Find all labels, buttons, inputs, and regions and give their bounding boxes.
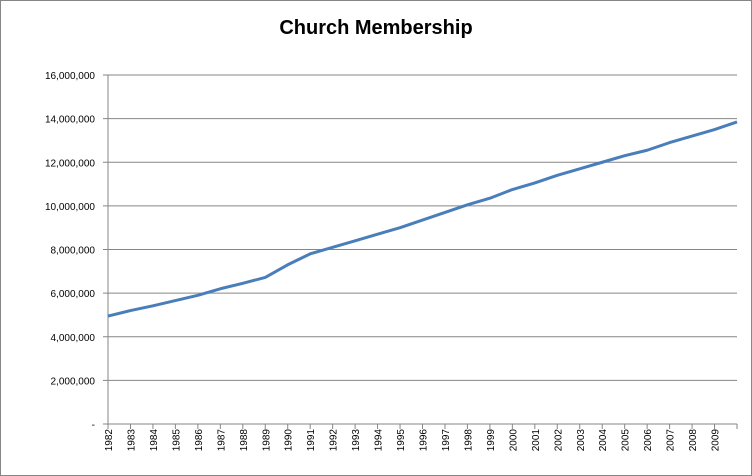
x-tick-label: 2005 bbox=[621, 429, 632, 452]
x-tick-label: 1989 bbox=[261, 429, 272, 452]
y-tick-label: - bbox=[92, 420, 95, 431]
x-tick-label: 2001 bbox=[531, 429, 542, 452]
y-tick-label: 10,000,000 bbox=[45, 202, 95, 213]
x-tick-label: 2004 bbox=[598, 429, 609, 452]
x-tick-label: 1986 bbox=[194, 429, 205, 452]
x-tick-label: 1992 bbox=[329, 429, 340, 452]
y-tick-label: 4,000,000 bbox=[51, 333, 96, 344]
x-tick-label: 1993 bbox=[351, 429, 362, 452]
x-tick-label: 1985 bbox=[171, 429, 182, 452]
chart-title: Church Membership bbox=[279, 17, 472, 39]
y-tick-label: 12,000,000 bbox=[45, 158, 95, 169]
x-tick-label: 2009 bbox=[711, 429, 722, 452]
x-tick-label: 2000 bbox=[508, 429, 519, 452]
x-tick-label: 1988 bbox=[239, 429, 250, 452]
x-tick-label: 2007 bbox=[666, 429, 677, 452]
y-tick-label: 14,000,000 bbox=[45, 115, 95, 126]
x-tick-label: 1999 bbox=[486, 429, 497, 452]
x-tick-label: 1984 bbox=[149, 429, 160, 452]
x-tick-label: 1996 bbox=[419, 429, 430, 452]
x-tick-label: 1987 bbox=[216, 429, 227, 452]
x-tick-label: 2003 bbox=[576, 429, 587, 452]
x-tick-label: 1983 bbox=[126, 429, 137, 452]
x-tick-label: 1982 bbox=[104, 429, 115, 452]
x-tick-label: 1991 bbox=[306, 429, 317, 452]
x-tick-label: 2006 bbox=[643, 429, 654, 452]
x-tick-label: 2008 bbox=[688, 429, 699, 452]
x-tick-label: 1998 bbox=[463, 429, 474, 452]
y-tick-label: 6,000,000 bbox=[51, 289, 96, 300]
x-tick-label: 2002 bbox=[553, 429, 564, 452]
x-tick-label: 1997 bbox=[441, 429, 452, 452]
y-tick-label: 2,000,000 bbox=[51, 376, 96, 387]
y-tick-label: 8,000,000 bbox=[51, 246, 96, 257]
x-tick-label: 1994 bbox=[374, 429, 385, 452]
x-tick-label: 1990 bbox=[284, 429, 295, 452]
data-line bbox=[107, 120, 738, 318]
x-tick-label: 1995 bbox=[396, 429, 407, 452]
y-tick-label: 16,000,000 bbox=[45, 71, 95, 82]
